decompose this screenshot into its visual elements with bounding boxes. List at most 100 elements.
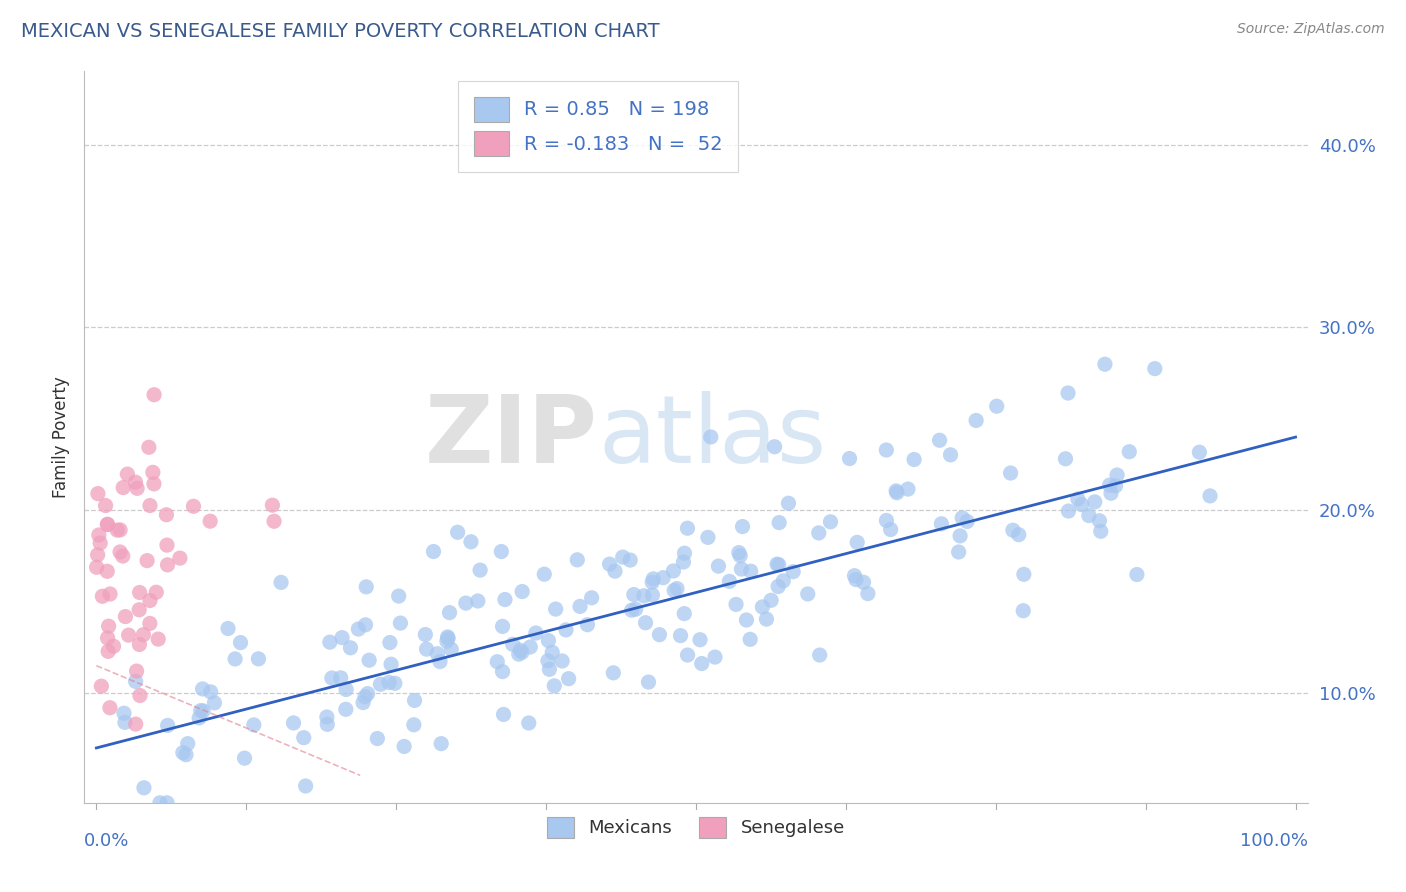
Point: [652, 571, 675, 585]
Point: [903, 452, 925, 467]
Point: [1099, 486, 1122, 500]
Point: [339, 640, 361, 655]
Point: [143, 388, 166, 402]
Point: [198, 514, 221, 528]
Point: [247, 652, 270, 666]
Point: [156, 558, 179, 572]
Point: [620, 603, 643, 617]
Point: [727, 546, 749, 560]
Point: [704, 650, 727, 665]
Point: [533, 567, 555, 582]
Point: [603, 564, 626, 578]
Point: [128, 585, 150, 599]
Point: [1057, 386, 1080, 401]
Point: [486, 655, 509, 669]
Point: [676, 648, 699, 662]
Point: [294, 779, 316, 793]
Point: [965, 413, 987, 427]
Point: [233, 751, 256, 765]
Point: [217, 622, 239, 636]
Point: [619, 553, 641, 567]
Point: [538, 662, 561, 676]
Point: [624, 602, 647, 616]
Point: [551, 654, 574, 668]
Point: [114, 715, 136, 730]
Point: [1084, 495, 1107, 509]
Point: [243, 718, 266, 732]
Point: [319, 635, 342, 649]
Point: [939, 448, 962, 462]
Point: [1012, 604, 1035, 618]
Point: [105, 523, 128, 537]
Point: [139, 616, 162, 631]
Point: [569, 599, 592, 614]
Point: [263, 514, 285, 528]
Point: [724, 598, 747, 612]
Point: [884, 483, 907, 498]
Point: [335, 702, 357, 716]
Point: [139, 593, 162, 607]
Point: [808, 648, 831, 662]
Point: [148, 632, 170, 646]
Point: [669, 629, 692, 643]
Point: [1000, 466, 1022, 480]
Point: [91, 589, 114, 603]
Point: [491, 619, 513, 633]
Point: [89, 536, 111, 550]
Point: [191, 681, 214, 696]
Point: [557, 672, 579, 686]
Point: [356, 687, 378, 701]
Point: [1098, 478, 1121, 492]
Point: [422, 544, 444, 558]
Point: [437, 632, 460, 646]
Point: [931, 516, 953, 531]
Point: [87, 486, 110, 500]
Point: [439, 606, 461, 620]
Point: [875, 513, 897, 527]
Point: [1001, 523, 1024, 537]
Point: [156, 796, 179, 810]
Point: [1107, 468, 1129, 483]
Point: [700, 430, 723, 444]
Point: [986, 399, 1008, 413]
Point: [392, 739, 415, 754]
Point: [1094, 357, 1116, 371]
Point: [352, 696, 374, 710]
Point: [768, 558, 790, 572]
Point: [662, 583, 685, 598]
Text: ZIP: ZIP: [425, 391, 598, 483]
Point: [96, 517, 118, 532]
Point: [766, 580, 789, 594]
Point: [772, 574, 794, 588]
Point: [820, 515, 842, 529]
Point: [728, 549, 751, 563]
Point: [359, 653, 381, 667]
Point: [429, 655, 451, 669]
Point: [543, 679, 565, 693]
Point: [380, 657, 402, 672]
Point: [875, 442, 897, 457]
Point: [696, 530, 718, 544]
Point: [508, 647, 530, 661]
Point: [491, 665, 513, 679]
Point: [112, 481, 135, 495]
Point: [138, 440, 160, 454]
Point: [468, 563, 491, 577]
Point: [778, 496, 800, 510]
Point: [366, 731, 388, 746]
Point: [1070, 498, 1092, 512]
Point: [949, 529, 972, 543]
Point: [1057, 504, 1080, 518]
Point: [354, 580, 377, 594]
Point: [768, 516, 790, 530]
Point: [191, 704, 214, 718]
Point: [740, 564, 762, 578]
Point: [599, 557, 621, 571]
Text: Source: ZipAtlas.com: Source: ZipAtlas.com: [1237, 22, 1385, 37]
Point: [950, 511, 973, 525]
Point: [948, 545, 970, 559]
Point: [127, 481, 149, 495]
Point: [602, 665, 624, 680]
Point: [446, 525, 468, 540]
Point: [731, 519, 754, 533]
